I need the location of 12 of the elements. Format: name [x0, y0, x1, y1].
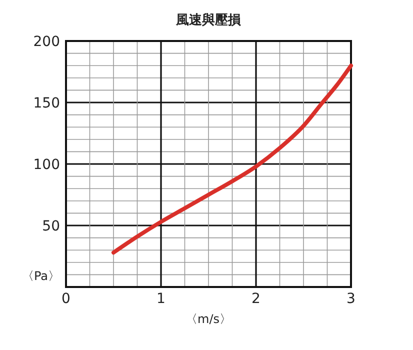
y-tick-label: 200 [33, 34, 60, 50]
x-tick-label: 1 [156, 291, 166, 307]
x-axis-title: 〈m/s〉 [186, 312, 232, 326]
x-tick-label: 0 [62, 291, 70, 307]
y-tick-label: 50 [42, 218, 60, 234]
chart-title: 風速與壓損 [175, 12, 241, 28]
y-axis-title: 〈Pa〉 [22, 269, 60, 283]
x-tick-label: 2 [252, 291, 260, 307]
y-tick-label: 100 [33, 156, 60, 173]
line-series [112, 64, 353, 255]
y-tick-label: 150 [33, 95, 60, 112]
x-tick-label: 3 [346, 291, 356, 307]
